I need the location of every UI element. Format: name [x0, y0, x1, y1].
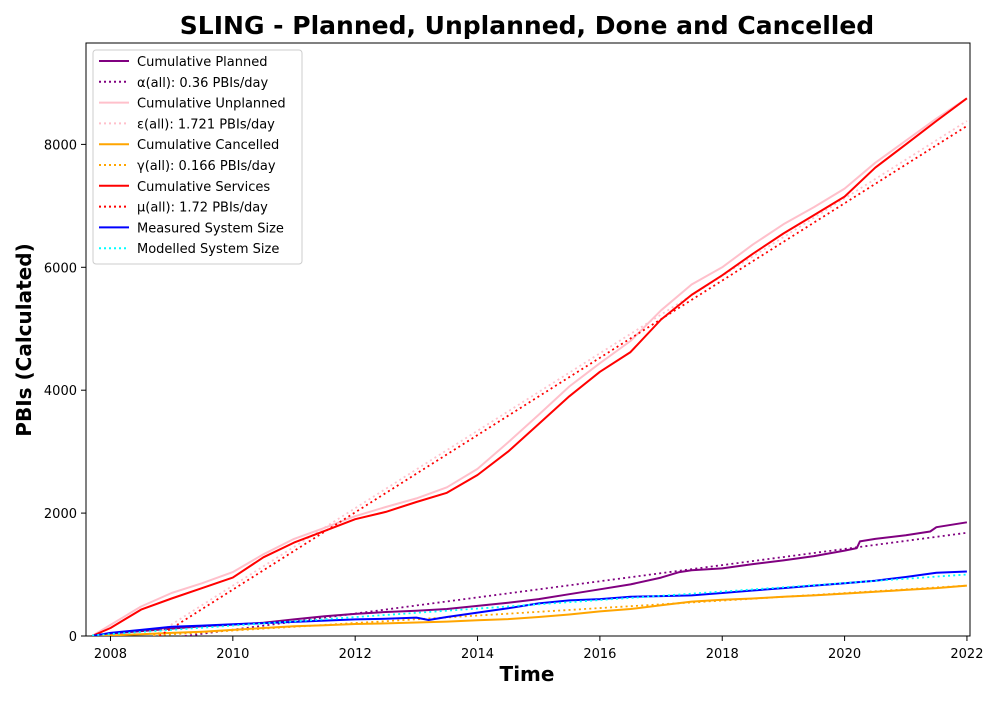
y-tick-label: 0: [69, 630, 77, 645]
x-tick-label: 2010: [216, 647, 249, 662]
x-tick-label: 2016: [583, 647, 616, 662]
legend-label: Cumulative Unplanned: [137, 97, 286, 112]
series-line-modelled-system-size: [92, 573, 967, 636]
legend-label: μ(all): 1.72 PBIs/day: [137, 201, 268, 216]
legend-label: Cumulative Cancelled: [137, 138, 279, 153]
series-line-cumulative-planned: [91, 521, 968, 636]
legend-label: ε(all): 1.721 PBIs/day: [137, 117, 275, 132]
x-tick-label: 2020: [828, 647, 861, 662]
series-layer: [91, 97, 968, 636]
legend-box: [92, 49, 303, 265]
y-tick-label: 6000: [44, 261, 77, 276]
x-axis-label: Time: [500, 662, 555, 686]
legend-label: Measured System Size: [137, 221, 284, 236]
series-line-cumulative-cancelled: [92, 584, 967, 636]
series-line-all-0-166-pbis-day: [153, 584, 967, 636]
legend-label: Modelled System Size: [137, 242, 279, 257]
legend: Cumulative Planned α(all): 0.36 PBIs/day C…: [92, 49, 303, 265]
series-line-cumulative-unplanned: [91, 97, 968, 636]
series-line-all-1-72-pbis-day: [158, 125, 968, 636]
y-tick-label: 8000: [44, 138, 77, 153]
legend-label: α(all): 0.36 PBIs/day: [137, 76, 268, 91]
y-axis: 0 2000 4000 6000 8000: [44, 138, 86, 645]
y-axis-label: PBIs (Calculated): [12, 243, 36, 436]
x-tick-label: 2018: [706, 647, 739, 662]
legend-label: Cumulative Planned: [137, 55, 267, 70]
x-tick-label: 2012: [339, 647, 372, 662]
series-line-all-1-721-pbis-day: [152, 120, 968, 636]
chart-title: SLING - Planned, Unplanned, Done and Can…: [180, 11, 874, 40]
plot-area: [85, 42, 971, 637]
y-tick-label: 4000: [44, 384, 77, 399]
legend-label: Cumulative Services: [137, 180, 270, 195]
y-tick-label: 2000: [44, 507, 77, 522]
legend-label: γ(all): 0.166 PBIs/day: [137, 159, 276, 174]
x-axis: 2008 2010 2012 2014 2016 2018 2020 2022: [94, 636, 983, 662]
x-tick-label: 2022: [950, 647, 983, 662]
series-line-cumulative-services: [91, 97, 968, 636]
x-tick-label: 2008: [94, 647, 127, 662]
x-tick-label: 2014: [461, 647, 494, 662]
